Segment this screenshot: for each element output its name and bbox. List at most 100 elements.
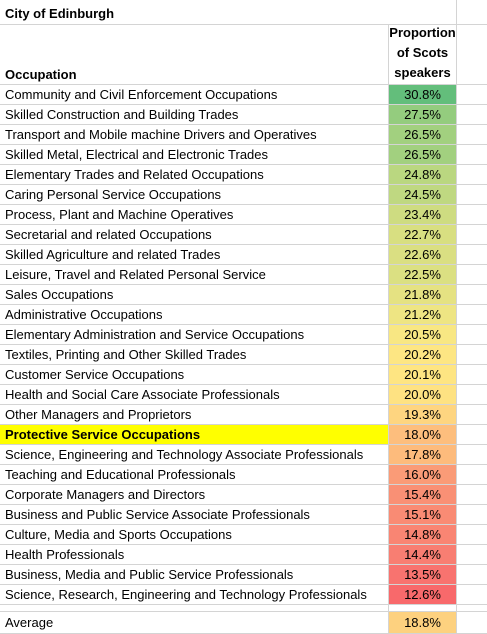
occupation-cell[interactable]: Corporate Managers and Directors: [0, 485, 389, 504]
occupation-cell[interactable]: Skilled Agriculture and related Trades: [0, 245, 389, 264]
occupation-cell[interactable]: Process, Plant and Machine Operatives: [0, 205, 389, 224]
proportion-cell[interactable]: 20.5%: [389, 325, 457, 344]
proportion-cell[interactable]: 19.3%: [389, 405, 457, 424]
empty-cell[interactable]: [457, 25, 487, 84]
empty-cell[interactable]: [457, 105, 487, 124]
proportion-cell[interactable]: 22.7%: [389, 225, 457, 244]
occupation-cell[interactable]: Protective Service Occupations: [0, 425, 389, 444]
occupation-cell[interactable]: Caring Personal Service Occupations: [0, 185, 389, 204]
proportion-cell[interactable]: 27.5%: [389, 105, 457, 124]
empty-cell[interactable]: [457, 505, 487, 524]
empty-cell[interactable]: [457, 425, 487, 444]
empty-cell[interactable]: [457, 345, 487, 364]
occupation-cell[interactable]: Science, Engineering and Technology Asso…: [0, 445, 389, 464]
occupation-column-header[interactable]: Occupation: [0, 25, 389, 84]
occupation-cell[interactable]: Customer Service Occupations: [0, 365, 389, 384]
occupation-cell[interactable]: Sales Occupations: [0, 285, 389, 304]
proportion-cell[interactable]: 14.4%: [389, 545, 457, 564]
empty-cell[interactable]: [457, 565, 487, 584]
empty-cell[interactable]: [457, 525, 487, 544]
empty-cell[interactable]: [457, 485, 487, 504]
occupation-cell[interactable]: Teaching and Educational Professionals: [0, 465, 389, 484]
empty-cell[interactable]: [0, 605, 389, 611]
empty-cell[interactable]: [457, 585, 487, 604]
occupation-cell[interactable]: Leisure, Travel and Related Personal Ser…: [0, 265, 389, 284]
empty-cell[interactable]: [457, 0, 487, 24]
occupation-cell[interactable]: Elementary Administration and Service Oc…: [0, 325, 389, 344]
proportion-cell[interactable]: 21.2%: [389, 305, 457, 324]
average-row: Average 18.8%: [0, 612, 487, 634]
occupation-cell[interactable]: Skilled Construction and Building Trades: [0, 105, 389, 124]
proportion-cell[interactable]: 26.5%: [389, 125, 457, 144]
occupation-cell[interactable]: Textiles, Printing and Other Skilled Tra…: [0, 345, 389, 364]
table-row: Caring Personal Service Occupations 24.5%: [0, 185, 487, 205]
occupation-cell[interactable]: Health and Social Care Associate Profess…: [0, 385, 389, 404]
proportion-cell[interactable]: 18.0%: [389, 425, 457, 444]
proportion-cell[interactable]: 13.5%: [389, 565, 457, 584]
table-row: Process, Plant and Machine Operatives 23.…: [0, 205, 487, 225]
table-row: Teaching and Educational Professionals 16…: [0, 465, 487, 485]
header-line: of Scots: [396, 45, 449, 60]
proportion-cell[interactable]: 22.5%: [389, 265, 457, 284]
empty-cell[interactable]: [389, 605, 457, 611]
empty-cell[interactable]: [457, 125, 487, 144]
proportion-cell[interactable]: 22.6%: [389, 245, 457, 264]
empty-cell[interactable]: [457, 385, 487, 404]
empty-cell[interactable]: [457, 405, 487, 424]
proportion-cell[interactable]: 20.0%: [389, 385, 457, 404]
proportion-column-header[interactable]: Proportion of Scots speakers: [389, 25, 457, 84]
occupation-cell[interactable]: Administrative Occupations: [0, 305, 389, 324]
proportion-cell[interactable]: 14.8%: [389, 525, 457, 544]
proportion-cell[interactable]: 15.4%: [389, 485, 457, 504]
empty-cell[interactable]: [457, 365, 487, 384]
proportion-cell[interactable]: 16.0%: [389, 465, 457, 484]
empty-cell[interactable]: [457, 265, 487, 284]
proportion-cell[interactable]: 24.5%: [389, 185, 457, 204]
occupation-cell[interactable]: Elementary Trades and Related Occupation…: [0, 165, 389, 184]
proportion-cell[interactable]: 15.1%: [389, 505, 457, 524]
proportion-cell[interactable]: 20.2%: [389, 345, 457, 364]
occupation-cell[interactable]: Community and Civil Enforcement Occupati…: [0, 85, 389, 104]
average-value[interactable]: 18.8%: [389, 612, 457, 633]
table-row: Textiles, Printing and Other Skilled Tra…: [0, 345, 487, 365]
empty-cell[interactable]: [457, 445, 487, 464]
header-row: Occupation Proportion of Scots speakers: [0, 25, 487, 85]
proportion-cell[interactable]: 20.1%: [389, 365, 457, 384]
empty-cell[interactable]: [457, 225, 487, 244]
occupation-cell[interactable]: Other Managers and Proprietors: [0, 405, 389, 424]
empty-cell[interactable]: [457, 305, 487, 324]
occupation-cell[interactable]: Science, Research, Engineering and Techn…: [0, 585, 389, 604]
empty-cell[interactable]: [457, 612, 487, 633]
empty-cell[interactable]: [457, 605, 487, 611]
proportion-cell[interactable]: 21.8%: [389, 285, 457, 304]
empty-cell[interactable]: [457, 185, 487, 204]
occupation-cell[interactable]: Culture, Media and Sports Occupations: [0, 525, 389, 544]
empty-cell[interactable]: [457, 545, 487, 564]
sheet-title[interactable]: City of Edinburgh: [5, 6, 115, 21]
proportion-cell[interactable]: 17.8%: [389, 445, 457, 464]
table-row: Culture, Media and Sports Occupations 14.…: [0, 525, 487, 545]
empty-cell[interactable]: [457, 205, 487, 224]
title-value-cell[interactable]: [389, 0, 457, 24]
empty-cell[interactable]: [457, 145, 487, 164]
occupation-cell[interactable]: Transport and Mobile machine Drivers and…: [0, 125, 389, 144]
occupation-cell[interactable]: Secretarial and related Occupations: [0, 225, 389, 244]
proportion-cell[interactable]: 30.8%: [389, 85, 457, 104]
average-label[interactable]: Average: [0, 612, 389, 633]
empty-cell[interactable]: [457, 165, 487, 184]
occupation-cell[interactable]: Business, Media and Public Service Profe…: [0, 565, 389, 584]
occupation-cell[interactable]: Skilled Metal, Electrical and Electronic…: [0, 145, 389, 164]
occupation-cell[interactable]: Business and Public Service Associate Pr…: [0, 505, 389, 524]
proportion-cell[interactable]: 26.5%: [389, 145, 457, 164]
header-line: Proportion: [389, 25, 456, 40]
occupation-cell[interactable]: Health Professionals: [0, 545, 389, 564]
empty-cell[interactable]: [457, 465, 487, 484]
empty-cell[interactable]: [457, 245, 487, 264]
empty-cell[interactable]: [457, 85, 487, 104]
proportion-cell[interactable]: 24.8%: [389, 165, 457, 184]
proportion-cell[interactable]: 12.6%: [389, 585, 457, 604]
empty-cell[interactable]: [457, 285, 487, 304]
proportion-cell[interactable]: 23.4%: [389, 205, 457, 224]
empty-cell[interactable]: [457, 325, 487, 344]
